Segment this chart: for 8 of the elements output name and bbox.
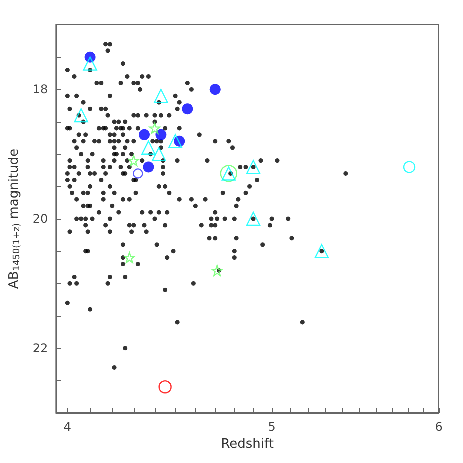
y-tick-label: 18 [32, 82, 48, 97]
x-tick-label: 4 [64, 420, 72, 434]
y-tick-label: 20 [32, 212, 48, 226]
x-axis-title: Redshift [221, 436, 274, 452]
y-axis-title: AB1450(1+z) magnitude [7, 148, 22, 290]
x-tick-label: 5 [268, 420, 276, 434]
y-tick-label: 22 [32, 341, 48, 356]
x-tick-label: 6 [435, 420, 443, 434]
